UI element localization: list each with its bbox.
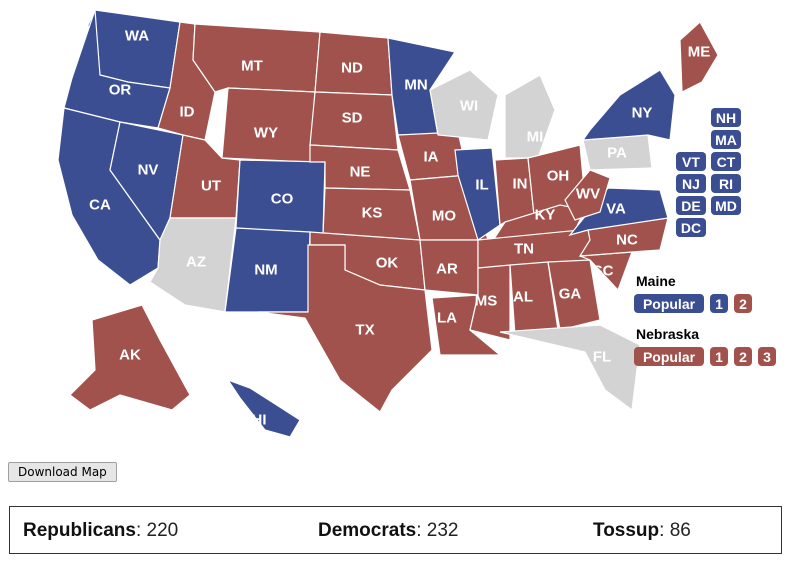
state-ks[interactable] [322,187,421,241]
republicans-label: Republicans [23,520,136,541]
state-la[interactable] [431,294,502,356]
state-fl[interactable] [499,324,641,412]
republicans-total: Republicans: 220 [23,520,178,542]
nebraska-district-3-box[interactable] [758,347,776,366]
state-hi[interactable] [226,378,301,438]
nebraska-district-2-box[interactable] [734,347,752,366]
state-box-de[interactable] [676,196,706,215]
democrats-value: : 232 [416,520,459,541]
state-ga[interactable] [547,259,601,331]
maine-district-2-box[interactable] [734,294,752,313]
state-ak[interactable] [69,304,191,411]
tossup-label: Tossup [593,520,660,541]
us-electoral-map: WAORCANVIDMTWYUTAZCONMNDSDNEKSOKTXMNIAMO… [57,9,776,438]
tossup-total: Tossup: 86 [593,520,691,542]
state-tx[interactable] [257,244,433,413]
state-box-ct[interactable] [711,152,741,171]
state-mi[interactable] [504,74,556,159]
state-nm[interactable] [224,227,311,313]
state-nd[interactable] [314,31,393,96]
state-ny[interactable] [581,69,676,141]
maine-title: Maine [636,273,676,289]
states-layer [57,9,719,438]
democrats-label: Democrats [318,520,417,541]
tossup-value: : 86 [659,520,691,541]
state-me[interactable] [679,21,719,93]
nebraska-district-1-box[interactable] [710,347,728,366]
state-box-nj[interactable] [676,174,706,193]
state-box-dc[interactable] [676,218,706,237]
state-il[interactable] [454,147,501,241]
state-box-vt[interactable] [676,152,706,171]
download-map-button[interactable]: Download Map [8,462,117,482]
republicans-value: : 220 [135,520,179,541]
state-ar[interactable] [419,239,479,296]
state-box-ma[interactable] [711,130,741,149]
nebraska-title: Nebraska [636,326,699,342]
maine-district-1-box[interactable] [710,294,728,313]
state-wy[interactable] [221,87,316,163]
seat-totals-bar: Republicans: 220 Democrats: 232 Tossup: … [9,506,782,554]
maine-popular-box[interactable] [634,294,704,313]
state-co[interactable] [235,159,326,236]
democrats-total: Democrats: 232 [318,520,458,542]
state-sd[interactable] [309,91,399,151]
state-wi[interactable] [429,69,499,141]
state-box-nh[interactable] [711,108,741,127]
nebraska-popular-box[interactable] [634,347,704,366]
state-pa[interactable] [582,134,653,171]
state-ms[interactable] [469,264,511,341]
state-ne[interactable] [309,144,411,191]
state-box-ri[interactable] [711,174,741,193]
state-az[interactable] [149,217,237,313]
state-mt[interactable] [192,23,321,93]
state-wv[interactable] [564,169,611,221]
state-box-md[interactable] [711,196,741,215]
